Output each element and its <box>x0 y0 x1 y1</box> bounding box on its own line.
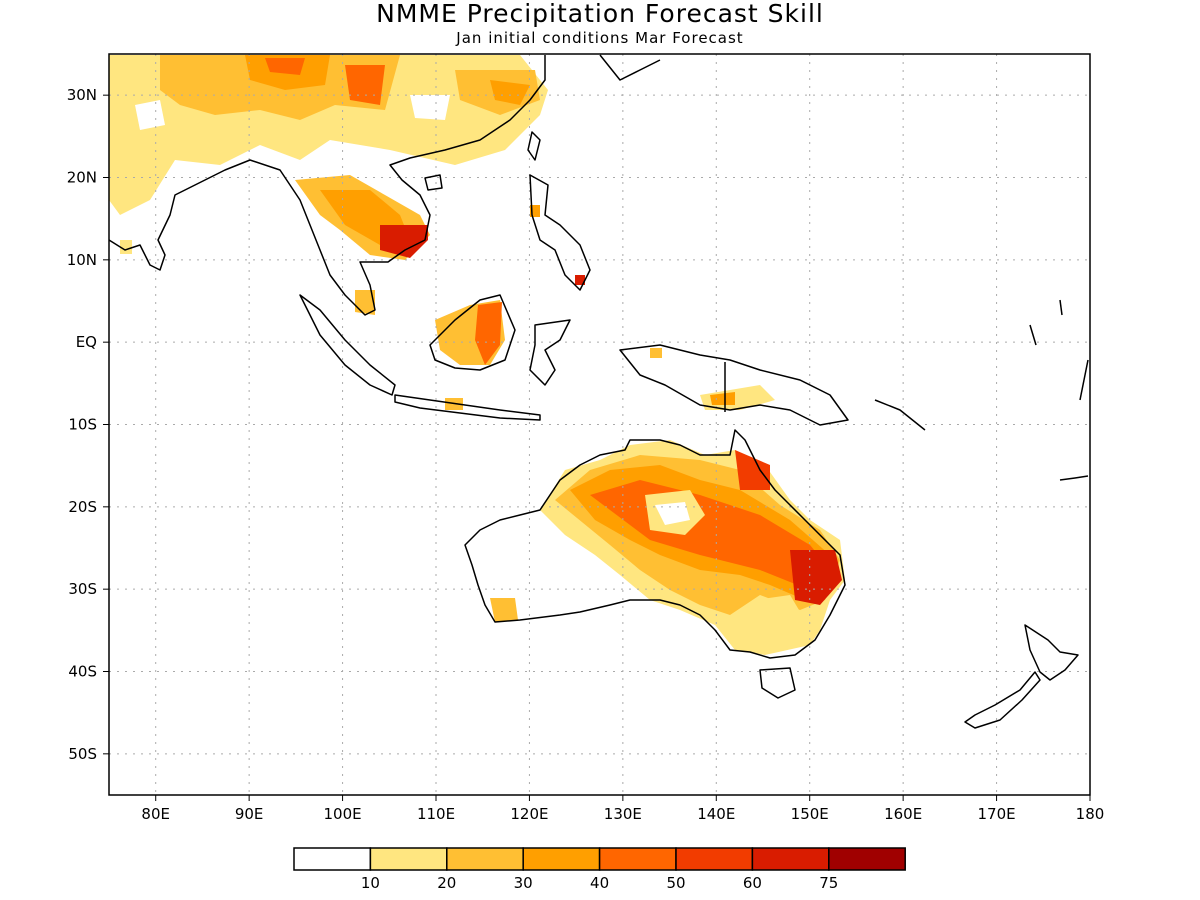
colorbar-swatch <box>828 847 906 871</box>
lon-label: 130E <box>604 805 642 823</box>
colorbar-swatch <box>369 847 448 871</box>
lon-label: 170E <box>978 805 1016 823</box>
map-gridlines <box>109 54 1090 795</box>
lat-label: 10S <box>68 416 97 434</box>
lon-label: 150E <box>791 805 829 823</box>
lon-label: 100E <box>324 805 362 823</box>
colorbar-label: 50 <box>666 874 685 892</box>
colorbar-label: 10 <box>361 874 380 892</box>
colorbar-swatch <box>751 847 830 871</box>
coastlines <box>109 54 1089 729</box>
colorbar-label: 75 <box>819 874 838 892</box>
colorbar-swatch <box>522 847 601 871</box>
lat-label: EQ <box>76 333 97 351</box>
lat-label: 20S <box>68 498 97 516</box>
colorbar-label: 20 <box>437 874 456 892</box>
colorbar-labels: 10 20 30 40 50 60 75 <box>361 874 838 892</box>
lon-label: 140E <box>697 805 735 823</box>
colorbar-swatch <box>598 847 677 871</box>
lon-label: 90E <box>235 805 264 823</box>
lat-label: 30N <box>67 86 97 104</box>
colorbar-swatch <box>446 847 524 871</box>
colorbar <box>293 847 906 871</box>
colorbar-label: 40 <box>590 874 609 892</box>
lat-label: 30S <box>68 580 97 598</box>
lon-label: 110E <box>417 805 455 823</box>
skill-shading <box>109 55 845 655</box>
colorbar-swatch <box>293 847 372 871</box>
lat-label: 40S <box>68 663 97 681</box>
map-subtitle: Jan initial conditions Mar Forecast <box>456 29 744 47</box>
latitude-labels: 30N 20N 10N EQ 10S 20S 30S 40S 50S <box>67 86 109 763</box>
colorbar-swatch <box>675 847 754 871</box>
lon-label: 80E <box>141 805 170 823</box>
lat-label: 50S <box>68 745 97 763</box>
lon-label: 180 <box>1076 805 1105 823</box>
colorbar-label: 60 <box>743 874 762 892</box>
map-title: NMME Precipitation Forecast Skill <box>376 0 824 28</box>
lon-label: 160E <box>884 805 922 823</box>
lon-label: 120E <box>510 805 548 823</box>
lat-label: 10N <box>67 251 97 269</box>
longitude-labels: 80E 90E 100E 110E 120E 130E 140E 150E 160E 170E 18… <box>141 795 1104 823</box>
lat-label: 20N <box>67 169 97 187</box>
colorbar-label: 30 <box>514 874 533 892</box>
